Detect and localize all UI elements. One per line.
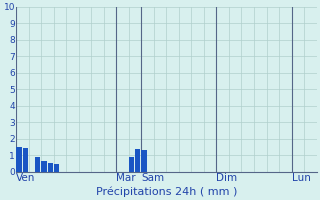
Bar	[141, 150, 147, 172]
Bar	[48, 163, 53, 172]
Bar	[41, 161, 47, 172]
Bar	[16, 147, 22, 172]
Bar	[23, 148, 28, 172]
Bar	[54, 164, 59, 172]
Bar	[129, 157, 134, 172]
Bar	[35, 157, 40, 172]
Bar	[135, 149, 140, 172]
X-axis label: Précipitations 24h ( mm ): Précipitations 24h ( mm )	[96, 186, 237, 197]
